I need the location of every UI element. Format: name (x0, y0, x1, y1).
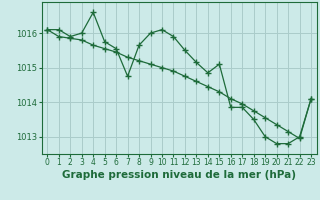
X-axis label: Graphe pression niveau de la mer (hPa): Graphe pression niveau de la mer (hPa) (62, 170, 296, 180)
